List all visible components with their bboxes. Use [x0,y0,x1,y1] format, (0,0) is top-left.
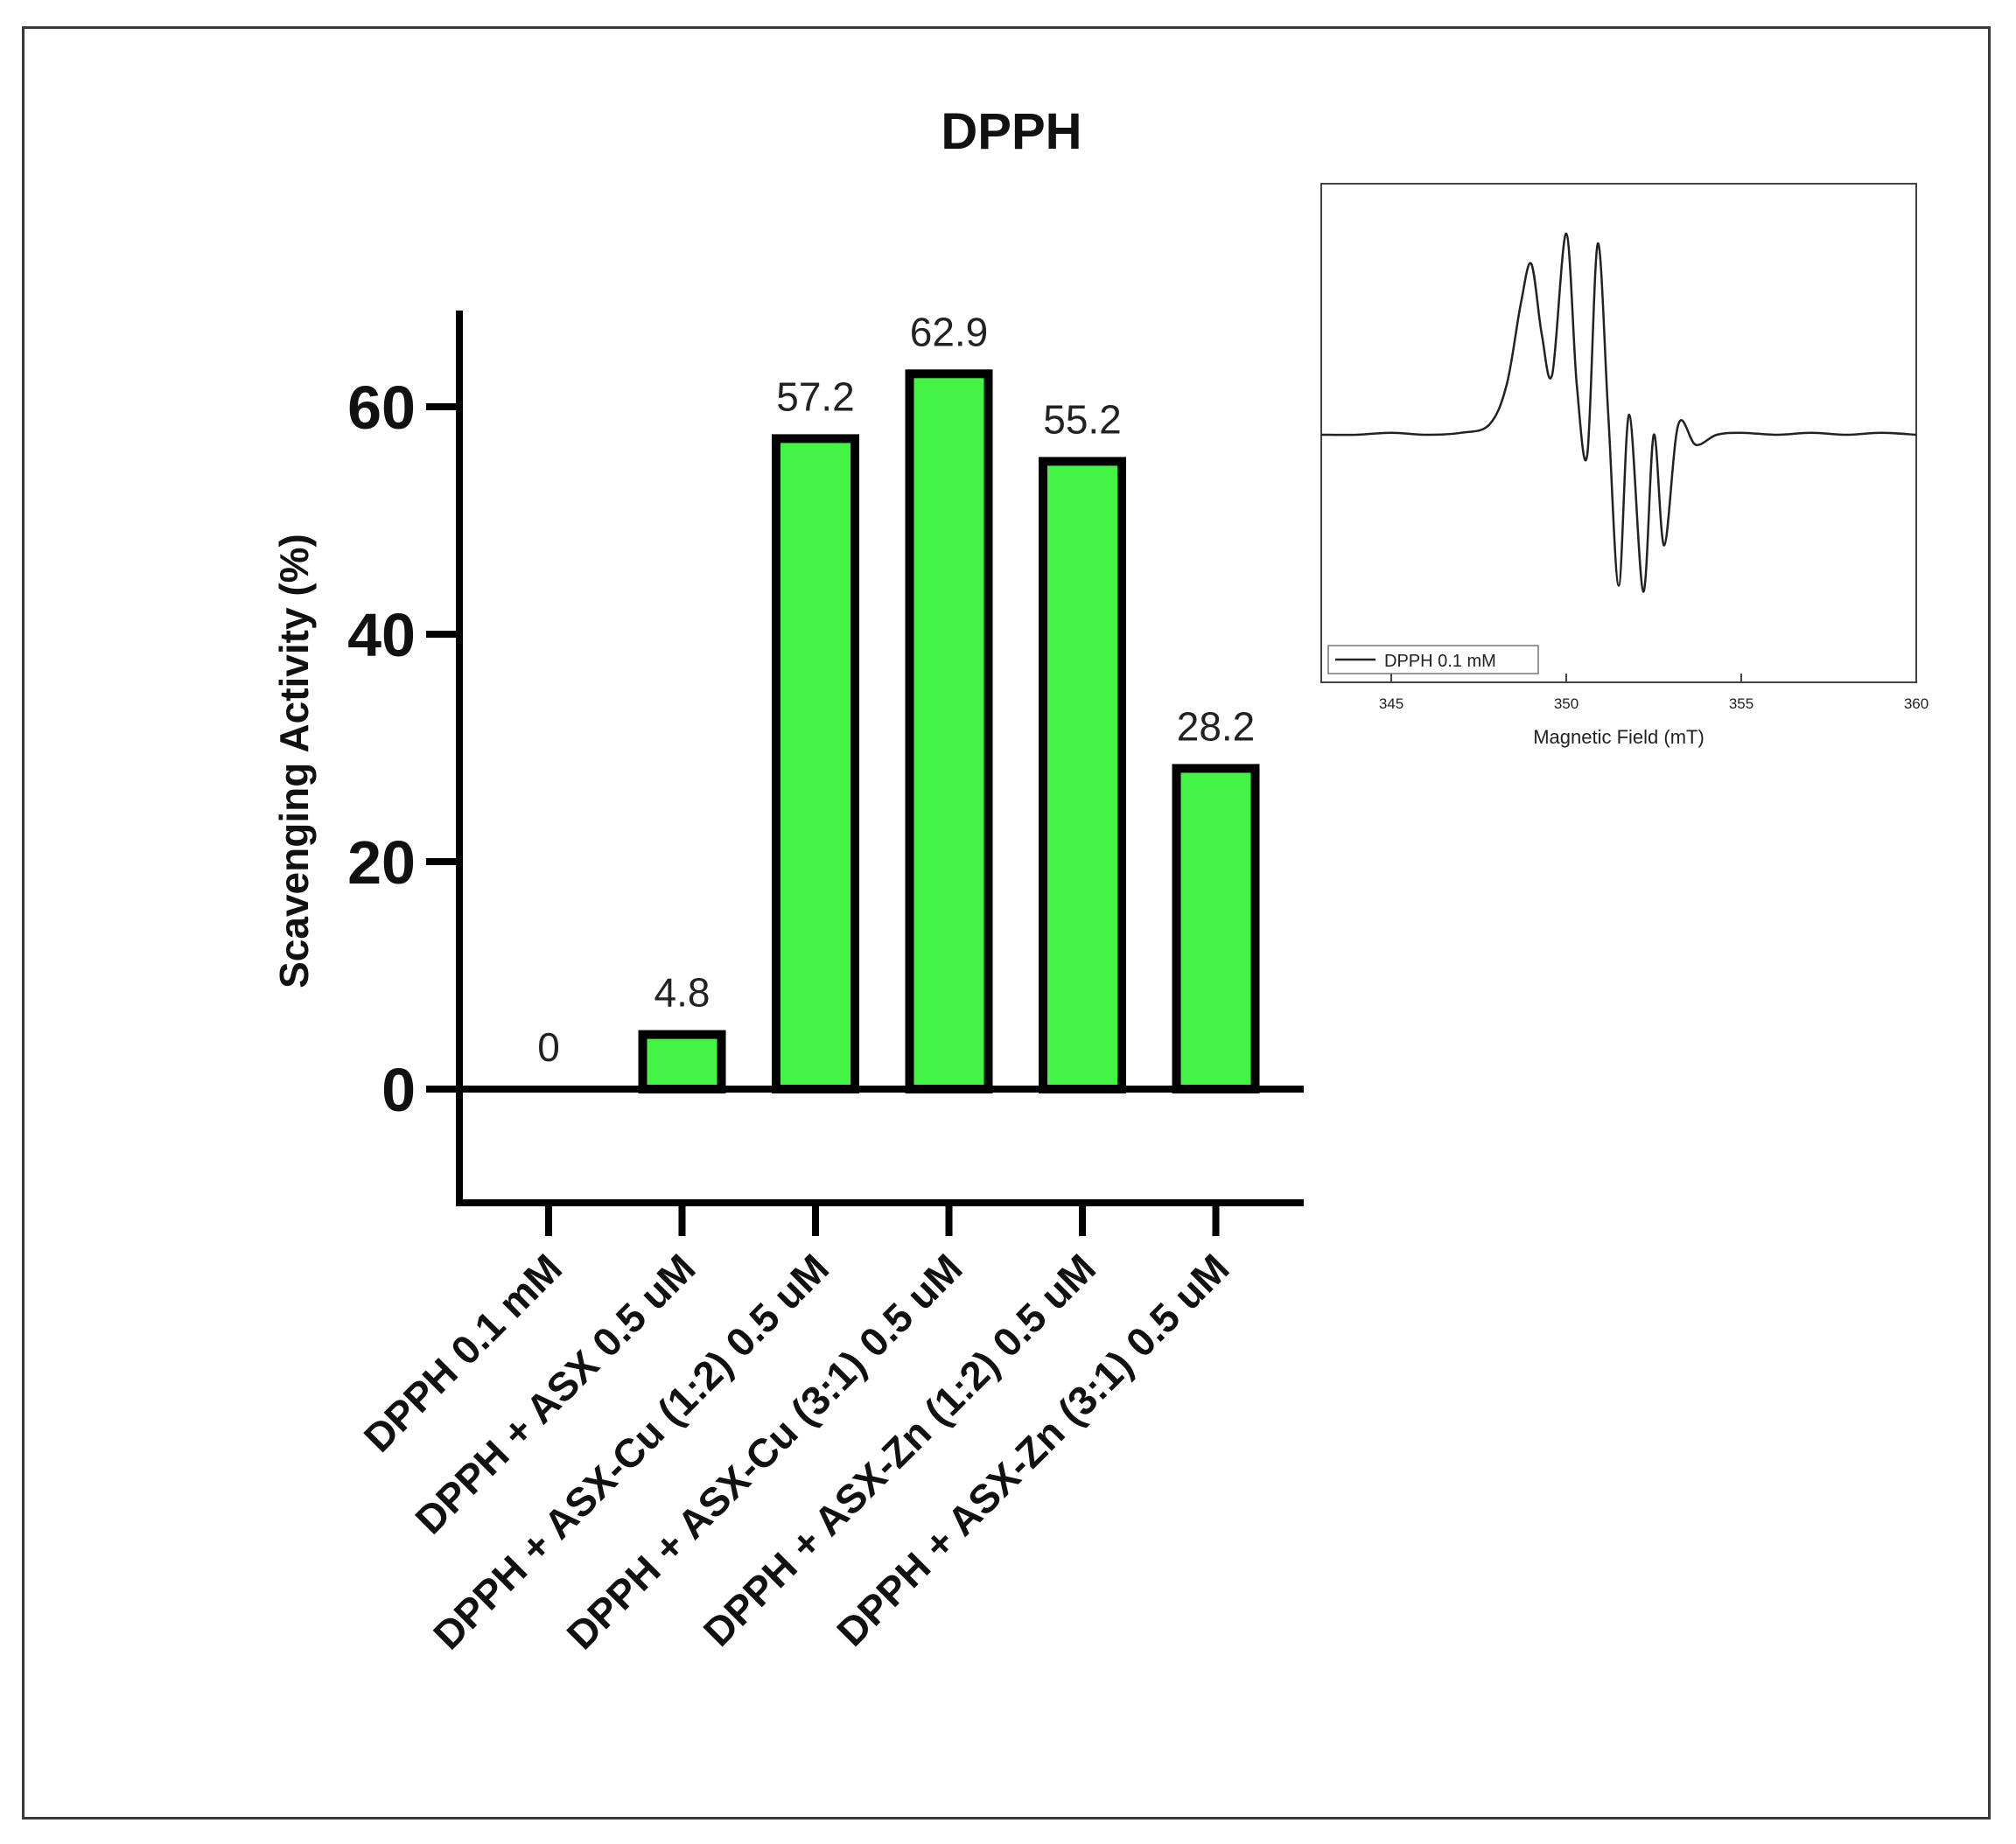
inset-x-tick-label: 355 [1729,695,1754,712]
y-axis-label: Scavenging Activity (%) [271,534,317,988]
data-label: 55.2 [1043,396,1122,442]
y-tick-label: 20 [347,828,416,897]
bar [638,1030,726,1093]
bar [905,369,993,1093]
data-label: 28.2 [1177,703,1256,749]
bar [1172,764,1260,1094]
bar [1039,457,1126,1093]
inset-legend-label: DPPH 0.1 mM [1384,652,1496,671]
y-tick-label: 0 [382,1056,416,1124]
chart-title: DPPH [941,103,1082,160]
y-tick-label: 40 [347,601,416,669]
y-tick-label: 60 [347,374,416,442]
inset-x-axis-label: Magnetic Field (mT) [1533,726,1704,748]
data-label: 0 [537,1024,560,1070]
inset-series-line [1320,232,1917,593]
data-label: 62.9 [910,309,989,354]
data-label: 57.2 [776,374,855,419]
bar [772,434,859,1093]
inset-x-tick-label: 345 [1379,695,1404,712]
inset-x-tick-label: 360 [1904,695,1928,712]
figure-frame [22,26,1991,1820]
inset-x-tick-label: 350 [1554,695,1578,712]
data-label: 4.8 [654,970,710,1016]
inset-epr-spectrum: 345 350 355 360 Magnetic Field (mT) DPPH 0.1 … [1320,183,1928,748]
